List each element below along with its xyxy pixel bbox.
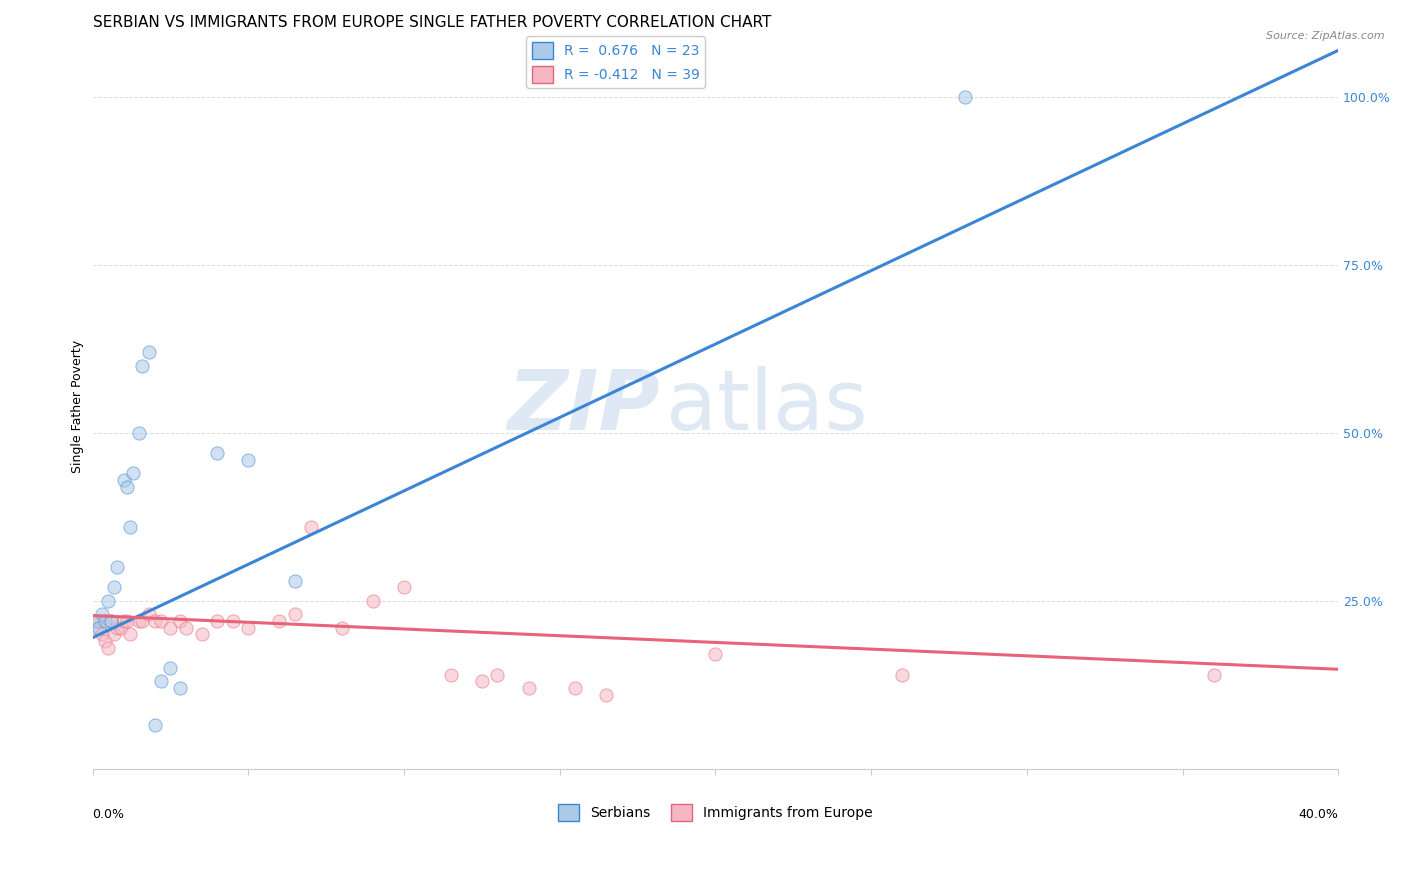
Legend: Serbians, Immigrants from Europe: Serbians, Immigrants from Europe	[553, 799, 879, 827]
Point	[87, 614, 110, 628]
Point	[891, 667, 914, 681]
Point	[205, 446, 228, 460]
Point	[269, 614, 291, 628]
Point	[564, 681, 586, 695]
Point	[138, 345, 160, 359]
Point	[90, 627, 112, 641]
Point	[90, 607, 112, 622]
Point	[953, 90, 976, 104]
Point	[100, 614, 122, 628]
Point	[97, 594, 120, 608]
Point	[159, 621, 181, 635]
Point	[190, 627, 212, 641]
Point	[517, 681, 540, 695]
Point	[143, 718, 166, 732]
Point	[128, 614, 150, 628]
Point	[486, 667, 509, 681]
Point	[704, 648, 727, 662]
Point	[595, 688, 617, 702]
Point	[284, 574, 307, 588]
Point	[103, 580, 125, 594]
Point	[94, 614, 117, 628]
Text: 40.0%: 40.0%	[1298, 808, 1339, 822]
Point	[1202, 667, 1225, 681]
Point	[112, 473, 135, 487]
Point	[159, 661, 181, 675]
Point	[150, 674, 173, 689]
Point	[440, 667, 463, 681]
Text: 0.0%: 0.0%	[93, 808, 125, 822]
Point	[205, 614, 228, 628]
Point	[131, 614, 153, 628]
Point	[94, 634, 117, 648]
Y-axis label: Single Father Poverty: Single Father Poverty	[72, 340, 84, 473]
Point	[330, 621, 353, 635]
Point	[112, 614, 135, 628]
Point	[150, 614, 173, 628]
Text: atlas: atlas	[665, 366, 868, 447]
Point	[471, 674, 494, 689]
Point	[143, 614, 166, 628]
Text: ZIP: ZIP	[506, 366, 659, 447]
Point	[128, 425, 150, 440]
Point	[118, 627, 141, 641]
Point	[122, 467, 145, 481]
Text: Source: ZipAtlas.com: Source: ZipAtlas.com	[1267, 31, 1385, 41]
Point	[103, 627, 125, 641]
Point	[299, 520, 322, 534]
Point	[284, 607, 307, 622]
Point	[118, 520, 141, 534]
Point	[138, 607, 160, 622]
Point	[87, 621, 110, 635]
Point	[84, 614, 107, 628]
Point	[107, 560, 129, 574]
Point	[84, 621, 107, 635]
Point	[361, 594, 384, 608]
Point	[238, 453, 260, 467]
Point	[115, 480, 138, 494]
Point	[174, 621, 197, 635]
Point	[115, 614, 138, 628]
Point	[131, 359, 153, 373]
Point	[107, 621, 129, 635]
Point	[110, 621, 132, 635]
Point	[169, 681, 191, 695]
Point	[100, 614, 122, 628]
Point	[392, 580, 415, 594]
Point	[169, 614, 191, 628]
Point	[97, 640, 120, 655]
Text: SERBIAN VS IMMIGRANTS FROM EUROPE SINGLE FATHER POVERTY CORRELATION CHART: SERBIAN VS IMMIGRANTS FROM EUROPE SINGLE…	[93, 15, 770, 30]
Point	[222, 614, 245, 628]
Point	[238, 621, 260, 635]
